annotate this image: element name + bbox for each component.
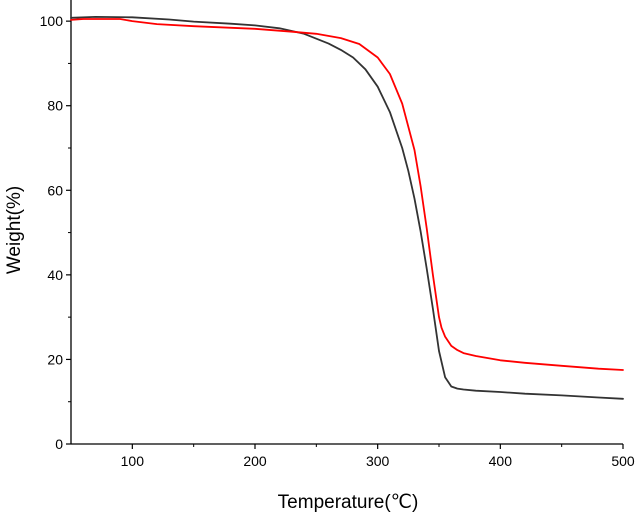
- y-tick-label: 0: [55, 436, 63, 452]
- x-tick-label: 500: [611, 453, 635, 469]
- y-tick-label: 40: [47, 267, 63, 283]
- ticks: [66, 20, 624, 449]
- axes: [70, 0, 623, 445]
- series-line-1: [70, 15, 624, 400]
- x-axis-label: Temperature(℃): [278, 492, 419, 513]
- x-tick-label: 300: [366, 453, 390, 469]
- series-line-2: [70, 18, 624, 371]
- x-tick-label: 200: [243, 453, 267, 469]
- y-axis-label: Weight(%): [4, 186, 25, 274]
- series-group: [70, 15, 624, 400]
- x-tick-label: 100: [121, 453, 145, 469]
- y-tick-label: 80: [47, 98, 63, 114]
- y-tick-label: 60: [47, 182, 63, 198]
- y-tick-label: 100: [40, 13, 64, 29]
- x-tick-label: 400: [489, 453, 513, 469]
- y-tick-label: 20: [47, 351, 63, 367]
- tick-labels: 100 200 300 400 500 0 20 40 60 80 100: [40, 13, 635, 469]
